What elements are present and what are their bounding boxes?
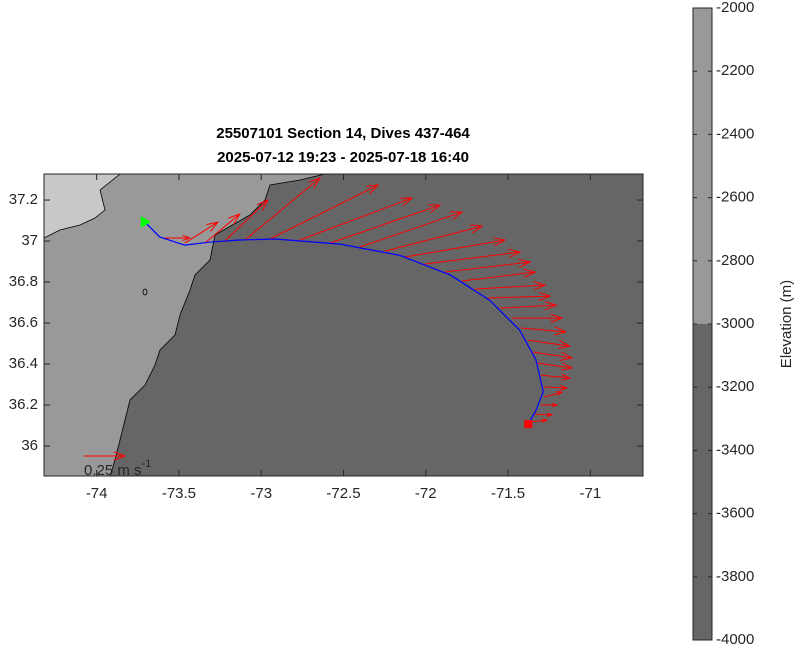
contour-spot <box>142 288 148 296</box>
current-arrow <box>543 391 564 398</box>
current-arrow <box>540 373 572 381</box>
current-arrow <box>359 211 464 248</box>
current-arrow <box>425 248 522 265</box>
reference-label-exponent: -1 <box>142 458 152 470</box>
colorbar-tick-label: -3800 <box>716 568 754 585</box>
colorbar-tick-label: -3600 <box>716 505 754 522</box>
current-arrow <box>164 234 192 242</box>
mid-region <box>43 173 326 477</box>
current-arrow <box>520 326 568 336</box>
x-tick-label: -71 <box>579 485 601 502</box>
current-arrow <box>244 177 321 241</box>
current-arrow <box>184 221 220 244</box>
x-tick-label: -73.5 <box>162 485 196 502</box>
end-marker <box>524 420 533 429</box>
reference-label-text: 0.25 m s <box>84 462 142 479</box>
current-arrow <box>527 339 572 350</box>
current-arrow <box>536 362 574 371</box>
y-tick-label: 36.2 <box>9 396 38 413</box>
y-tick-label: 36 <box>21 437 38 454</box>
colorbar-tick-label: -3400 <box>716 441 754 458</box>
colorbar-tick-label: -4000 <box>716 631 754 648</box>
colorbar-tick-label: -2600 <box>716 189 754 206</box>
colorbar-tick-label: -2400 <box>716 125 754 142</box>
track-line <box>144 221 544 425</box>
x-tick-label: -74 <box>86 485 108 502</box>
x-tick-label: -73 <box>250 485 272 502</box>
reference-arrow <box>84 451 127 461</box>
current-arrow <box>462 268 537 282</box>
colorbar-tick-label: -2200 <box>716 62 754 79</box>
y-tick-label: 36.8 <box>9 273 38 290</box>
shallow-region <box>43 173 122 239</box>
reference-label: 0.25 m s-1 <box>84 458 151 479</box>
current-arrow <box>532 351 574 361</box>
current-arrow <box>224 199 269 242</box>
current-arrow <box>269 184 380 240</box>
current-arrow <box>543 384 569 391</box>
x-tick-label: -71.5 <box>491 485 525 502</box>
x-tick-label: -72.5 <box>326 485 360 502</box>
current-arrow <box>540 402 559 408</box>
current-arrow <box>445 258 532 273</box>
y-tick-label: 36.4 <box>9 355 38 372</box>
current-arrow <box>204 213 241 244</box>
colorbar-label: Elevation (m) <box>778 280 795 368</box>
start-marker <box>140 215 151 228</box>
colorbar-tick-label: -2800 <box>716 252 754 269</box>
current-arrow <box>475 281 547 291</box>
current-arrow <box>385 224 484 252</box>
y-tick-label: 37.2 <box>9 191 38 208</box>
y-tick-label: 37 <box>21 232 38 249</box>
current-arrow <box>404 237 507 258</box>
current-arrow <box>329 204 442 244</box>
title-line: 25507101 Section 14, Dives 437-464 <box>216 125 470 142</box>
current-arrow <box>534 412 554 418</box>
colorbar-tick-label: -2000 <box>716 0 754 16</box>
title-line: 2025-07-12 19:23 - 2025-07-18 16:40 <box>217 149 469 166</box>
current-arrow <box>299 197 414 241</box>
current-arrow <box>488 291 552 302</box>
current-arrow <box>500 301 558 311</box>
x-tick-label: -72 <box>415 485 437 502</box>
colorbar-band <box>693 324 712 640</box>
bathymetry <box>43 173 643 477</box>
colorbar-band <box>693 8 712 324</box>
colorbar-tick-label: -3200 <box>716 378 754 395</box>
y-tick-label: 36.6 <box>9 314 38 331</box>
colorbar-tick-label: -3000 <box>716 315 754 332</box>
current-arrow <box>529 418 549 423</box>
current-arrow <box>511 313 564 323</box>
